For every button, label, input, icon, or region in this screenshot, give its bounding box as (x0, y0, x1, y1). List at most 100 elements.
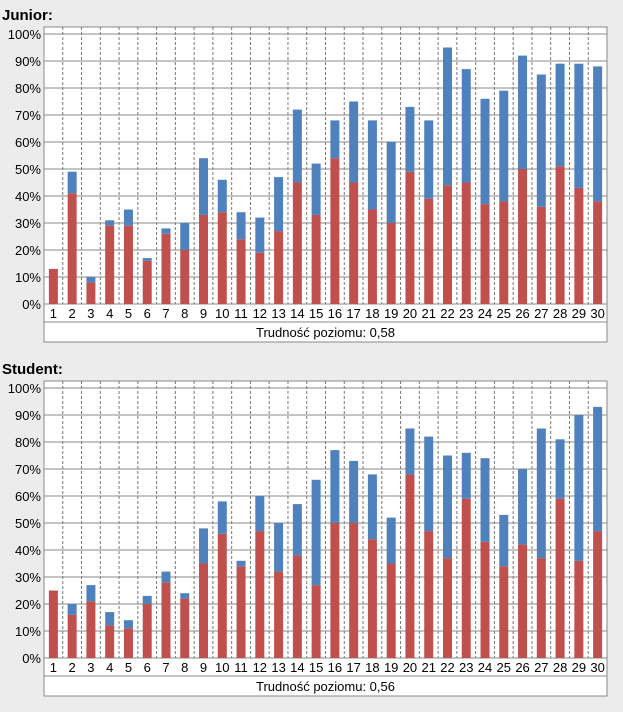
bar-segment-blue (180, 593, 190, 599)
x-tick-label: 11 (234, 306, 248, 321)
x-tick-label: 14 (290, 660, 304, 675)
bar-segment-red (518, 169, 528, 304)
bar-segment-blue (161, 571, 171, 583)
bar-segment-blue (311, 163, 321, 215)
x-tick-label: 1 (50, 306, 57, 321)
bar-segment-blue (518, 469, 528, 545)
y-tick-label: 60% (15, 489, 41, 504)
y-tick-label: 30% (15, 570, 41, 585)
x-tick-label: 9 (200, 660, 207, 675)
y-tick-label: 30% (15, 216, 41, 231)
y-tick-label: 40% (15, 543, 41, 558)
bar-segment-red (349, 182, 359, 304)
bar-segment-red (67, 193, 77, 304)
bar-segment-blue (123, 620, 133, 629)
bar-segment-blue (255, 496, 265, 532)
x-tick-label: 5 (125, 660, 132, 675)
bar-segment-red (386, 223, 396, 304)
bar-segment-blue (405, 428, 415, 475)
bar-segment-blue (199, 158, 209, 215)
bar-segment-red (499, 566, 509, 658)
bar-segment-blue (499, 90, 509, 202)
x-tick-label: 27 (534, 306, 548, 321)
x-tick-label: 20 (403, 306, 417, 321)
bar-segment-blue (330, 450, 340, 523)
bar-segment-blue (367, 120, 377, 210)
x-tick-label: 27 (534, 660, 548, 675)
x-tick-label: 26 (515, 306, 529, 321)
bar-segment-red (386, 563, 396, 658)
bar-segment-blue (217, 501, 227, 534)
bar-segment-blue (536, 74, 546, 207)
bar-segment-red (142, 604, 152, 658)
y-tick-label: 70% (15, 108, 41, 123)
x-tick-label: 22 (440, 306, 454, 321)
bar-segment-red (142, 260, 152, 304)
bar-segment-blue (292, 504, 302, 556)
bar-segment-red (123, 628, 133, 658)
bar-segment-red (86, 282, 96, 304)
bar-segment-blue (593, 66, 603, 202)
y-tick-label: 60% (15, 135, 41, 150)
bar-segment-red (442, 185, 452, 304)
bar-segment-red (442, 558, 452, 658)
x-tick-label: 30 (590, 306, 604, 321)
bar-segment-red (330, 523, 340, 658)
bar-segment-red (536, 558, 546, 658)
bar-segment-blue (142, 258, 152, 261)
bar-segment-blue (105, 220, 115, 226)
x-tick-label: 30 (590, 660, 604, 675)
bar-segment-red (424, 531, 434, 658)
x-tick-label: 17 (346, 306, 360, 321)
bar-segment-red (274, 571, 284, 658)
x-tick-label: 28 (553, 306, 567, 321)
bar-segment-red (236, 566, 246, 658)
bar-segment-red (349, 523, 359, 658)
chart-title-student: Student: (2, 361, 63, 378)
x-tick-label: 17 (346, 660, 360, 675)
x-tick-label: 16 (328, 660, 342, 675)
x-tick-label: 13 (271, 660, 285, 675)
x-tick-label: 8 (181, 660, 188, 675)
x-tick-label: 3 (87, 306, 94, 321)
bar-segment-red (330, 158, 340, 304)
y-tick-label: 0% (22, 297, 41, 312)
difficulty-footer: Trudność poziomu: 0,58 (256, 325, 395, 340)
bar-segment-red (367, 209, 377, 304)
x-tick-label: 29 (572, 660, 586, 675)
bar-segment-red (48, 268, 58, 304)
x-tick-label: 1 (50, 660, 57, 675)
chart-title-junior: Junior: (2, 7, 53, 24)
bar-segment-red (461, 498, 471, 658)
bar-segment-blue (274, 523, 284, 572)
x-tick-label: 15 (309, 660, 323, 675)
bar-segment-red (480, 541, 490, 658)
y-tick-label: 10% (15, 270, 41, 285)
bar-segment-blue (442, 455, 452, 559)
bar-segment-red (217, 212, 227, 304)
bar-segment-blue (349, 460, 359, 523)
x-tick-label: 2 (69, 306, 76, 321)
x-tick-label: 25 (497, 660, 511, 675)
bar-segment-red (518, 544, 528, 658)
y-tick-label: 80% (15, 81, 41, 96)
x-tick-label: 13 (271, 306, 285, 321)
junior-chart: 0%10%20%30%40%50%60%70%80%90%100%1 2 3 4 5 6 7… (8, 26, 608, 343)
bar-segment-red (480, 204, 490, 304)
y-tick-label: 0% (22, 651, 41, 666)
bar-segment-blue (311, 479, 321, 586)
student-chart: 0%10%20%30%40%50%60%70%80%90%100%1 2 3 4 5 6 7… (8, 380, 608, 697)
x-tick-label: 11 (234, 660, 248, 675)
bar-segment-blue (555, 439, 565, 499)
x-tick-label: 15 (309, 306, 323, 321)
bar-segment-blue (555, 63, 565, 167)
y-tick-label: 40% (15, 189, 41, 204)
x-tick-label: 8 (181, 306, 188, 321)
bar-segment-red (105, 225, 115, 304)
x-tick-label: 7 (162, 306, 169, 321)
x-tick-label: 14 (290, 306, 304, 321)
x-tick-label: 24 (478, 306, 492, 321)
bar-segment-blue (142, 595, 152, 604)
bar-segment-red (593, 201, 603, 304)
y-tick-label: 90% (15, 408, 41, 423)
